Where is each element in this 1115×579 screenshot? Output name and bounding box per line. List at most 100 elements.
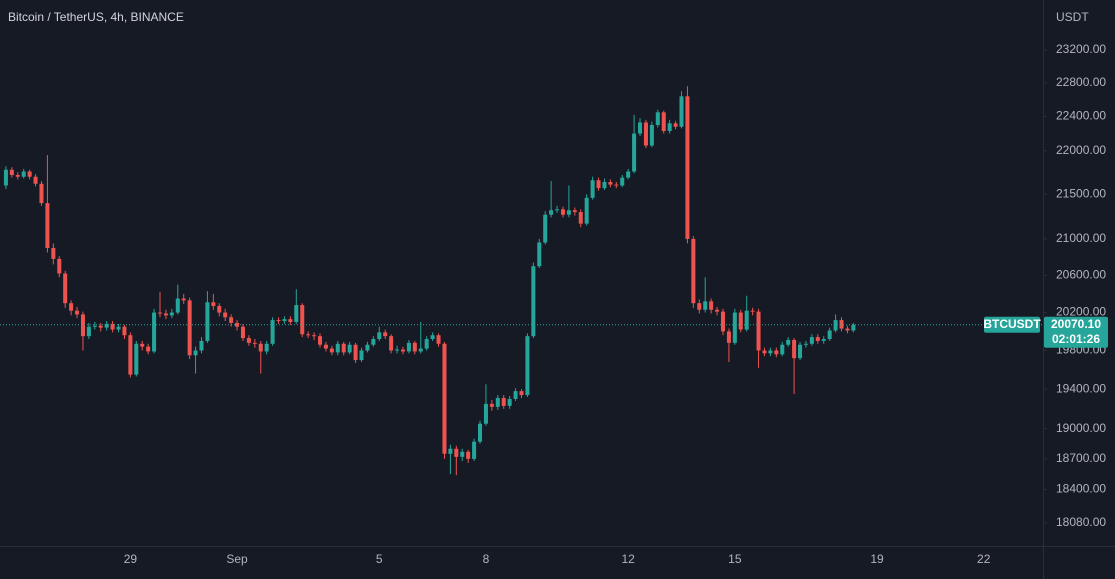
candle-body	[211, 302, 216, 306]
candle-body	[169, 312, 174, 316]
candle-body	[199, 340, 204, 351]
candle-body	[560, 209, 565, 215]
candle-body	[667, 123, 672, 131]
candle-body	[264, 343, 269, 352]
candle-body	[537, 242, 542, 267]
candle-body	[478, 423, 483, 442]
candle-body	[614, 184, 619, 186]
candle-body	[578, 212, 583, 224]
candle-body	[418, 348, 423, 352]
candle-body	[116, 326, 121, 330]
y-tick-label: 22800.00	[1056, 75, 1106, 89]
price-tag-bg	[1044, 316, 1108, 348]
candle-body	[69, 303, 74, 311]
candle-body	[566, 210, 571, 215]
candle-body	[430, 335, 435, 340]
candle-body	[15, 174, 20, 177]
candle-body	[223, 312, 228, 318]
candle-body	[80, 314, 85, 337]
candle-body	[140, 343, 145, 347]
candle-body	[649, 125, 654, 146]
candle-body	[638, 122, 643, 134]
candle-body	[555, 209, 560, 211]
candle-body	[175, 298, 180, 313]
candle-body	[347, 344, 352, 353]
candle-body	[92, 325, 97, 327]
candle-body	[590, 180, 595, 198]
candle-body	[596, 180, 601, 189]
y-tick-label: 18400.00	[1056, 482, 1106, 496]
candle-body	[483, 403, 488, 424]
candle-body	[803, 343, 808, 345]
y-tick-label: 18080.00	[1056, 515, 1106, 529]
y-tick-label: 21000.00	[1056, 231, 1106, 245]
candle-body	[400, 349, 405, 352]
candle-body	[738, 312, 743, 330]
x-tick-label: 19	[870, 552, 884, 566]
candle-body	[335, 343, 340, 353]
candle-body	[655, 112, 660, 126]
candle-body	[466, 451, 471, 459]
candle-body	[839, 320, 844, 329]
chart-title: Bitcoin / TetherUS, 4h, BINANCE	[8, 10, 184, 24]
candle-body	[608, 181, 613, 185]
candle-body	[45, 203, 50, 248]
candle-body	[152, 312, 157, 352]
price-tag: 20070.10	[1051, 317, 1101, 331]
candle-body	[845, 328, 850, 331]
candle-body	[39, 183, 44, 204]
candle-body	[365, 344, 370, 351]
candle-body	[821, 339, 826, 341]
symbol-tag: BTCUSDT	[983, 317, 1041, 331]
x-tick-label: 15	[728, 552, 742, 566]
candle-body	[181, 298, 186, 301]
candle-body	[359, 350, 364, 361]
candle-body	[525, 336, 530, 396]
candle-body	[809, 337, 814, 344]
candle-body	[146, 346, 151, 352]
candle-body	[317, 336, 323, 345]
candle-body	[732, 312, 737, 343]
candle-body	[383, 332, 388, 337]
candle-body	[833, 320, 838, 331]
candle-body	[768, 350, 773, 354]
candle-body	[341, 343, 346, 353]
candle-body	[157, 312, 163, 314]
candle-body	[792, 339, 797, 359]
candle-body	[57, 258, 62, 274]
candle-body	[193, 350, 198, 356]
candle-body	[27, 171, 32, 177]
candle-body	[549, 210, 554, 215]
candle-body	[389, 336, 394, 351]
candle-body	[827, 330, 832, 340]
candle-body	[63, 273, 68, 304]
symbol-tag-bg	[984, 316, 1040, 333]
x-tick-label: 8	[483, 552, 490, 566]
x-tick-label: 12	[621, 552, 635, 566]
candle-body	[679, 96, 684, 127]
candle-body	[709, 301, 714, 310]
candle-body	[531, 266, 536, 337]
candle-body	[774, 350, 779, 355]
candle-body	[685, 96, 690, 239]
candle-body	[323, 344, 328, 349]
candle-body	[187, 300, 192, 356]
candle-body	[472, 441, 477, 459]
candle-body	[750, 310, 755, 312]
candle-body	[377, 332, 382, 340]
candle-body	[205, 302, 210, 341]
candle-body	[744, 310, 749, 330]
candle-body	[246, 338, 251, 343]
candle-body	[75, 310, 80, 315]
candle-body	[424, 339, 429, 349]
candle-body	[720, 311, 726, 332]
candle-body	[252, 342, 257, 344]
candle-body	[371, 339, 376, 345]
candle-body	[442, 343, 447, 454]
candle-body	[412, 342, 417, 352]
candle-body	[258, 343, 263, 352]
candle-body	[726, 331, 731, 343]
